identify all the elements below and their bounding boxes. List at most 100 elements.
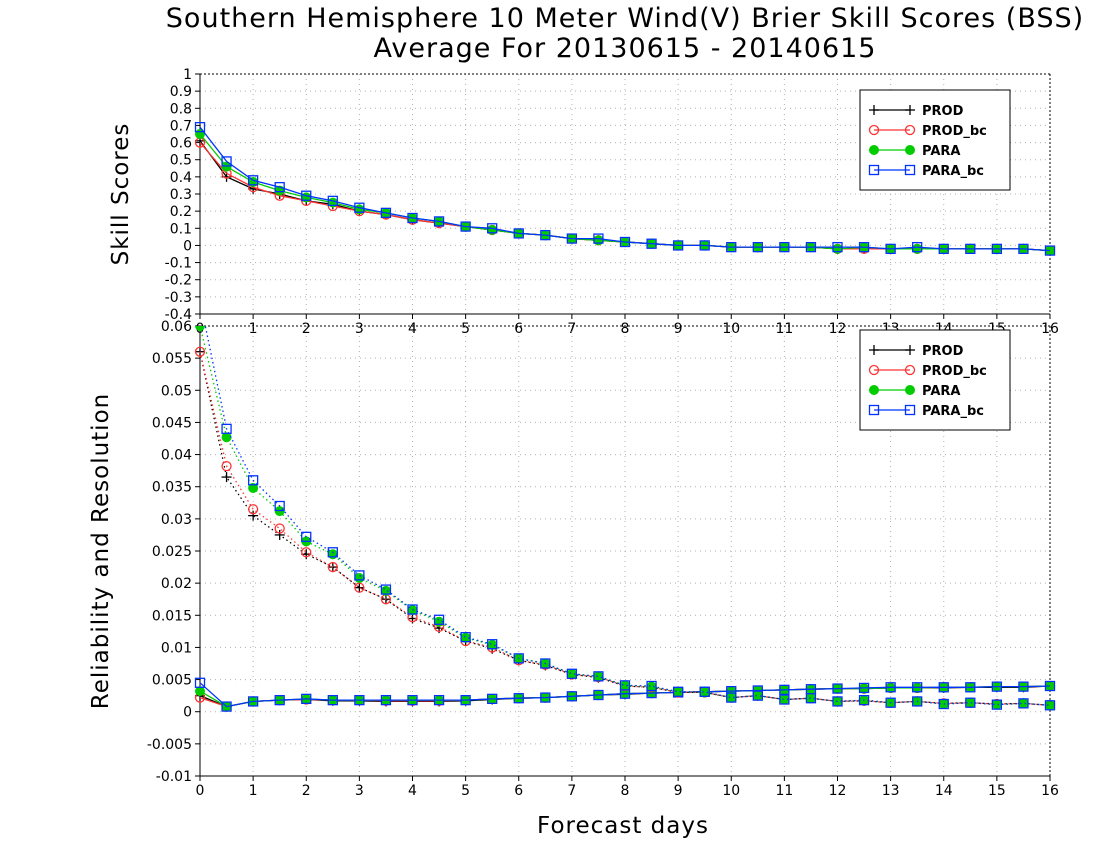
- data-point-circle: [194, 346, 206, 357]
- y-tick-label: 0.02: [161, 576, 192, 592]
- data-point-dot: [593, 671, 604, 682]
- y-tick-label: -0.1: [165, 256, 192, 272]
- legend: PROD PROD_bc PARA PARA_bc: [859, 89, 1011, 191]
- data-point-dot: [195, 326, 205, 331]
- data-point-square: [487, 693, 498, 705]
- data-point-dot: [195, 686, 205, 697]
- data-point-dot: [221, 432, 232, 443]
- data-point-square: [752, 690, 763, 701]
- data-point-square: [646, 238, 657, 249]
- x-tick-label: 12: [829, 321, 847, 337]
- data-point-square: [593, 233, 604, 244]
- x-tick-label: 0: [196, 783, 205, 799]
- legend-box: [859, 329, 1011, 431]
- data-point-square: [832, 241, 843, 253]
- x-tick-label: 4: [408, 783, 417, 799]
- data-point-square: [380, 584, 392, 595]
- y-tick-label: 1: [183, 67, 192, 83]
- data-point-square: [858, 694, 870, 706]
- data-point-square: [301, 531, 312, 543]
- data-point-square: [1018, 243, 1029, 255]
- data-point-dot: [905, 385, 915, 395]
- data-point-square: [407, 694, 418, 706]
- series-layer: [194, 326, 1056, 712]
- x-tick-label: 7: [567, 321, 576, 337]
- data-point-square: [327, 694, 338, 706]
- data-point-square: [274, 694, 285, 706]
- y-tick-label: 0.05: [161, 383, 192, 399]
- data-point-square: [540, 229, 551, 241]
- data-point-square: [460, 694, 471, 706]
- data-point-circle: [301, 547, 312, 558]
- data-point-square: [885, 697, 896, 708]
- data-point-square: [566, 691, 578, 702]
- data-point-square: [646, 680, 657, 692]
- legend: PROD PROD_bc PARA PARA_bc: [859, 329, 1011, 431]
- data-point-square: [858, 682, 870, 694]
- data-point-square: [1018, 681, 1029, 692]
- y-tick-label: 0.1: [170, 221, 192, 237]
- y-tick-label: 0.8: [170, 101, 192, 117]
- y-tick-label: 0.2: [170, 204, 192, 220]
- data-point-square: [301, 190, 312, 201]
- y-tick-label: 0.055: [152, 351, 192, 367]
- data-point-square: [965, 697, 976, 708]
- series-line: [199, 682, 1051, 708]
- data-point-square: [752, 241, 763, 253]
- legend-entry-prod-bc: PROD_bc: [868, 124, 987, 139]
- data-point-square: [779, 694, 790, 705]
- data-point-square: [832, 696, 843, 707]
- x-tick-label: 15: [988, 783, 1006, 799]
- y-tick-label: -0.4: [165, 307, 192, 323]
- legend-label: PROD: [922, 104, 964, 119]
- y-tick-label: 0.4: [170, 170, 192, 186]
- data-point-circle: [354, 582, 365, 593]
- data-point-square: [1044, 245, 1056, 256]
- chart-title-line1: Southern Hemisphere 10 Meter Wind(V) Bri…: [165, 3, 1085, 34]
- data-point-circle: [868, 364, 880, 376]
- data-point-square: [991, 681, 1003, 692]
- data-point-square: [858, 241, 870, 253]
- x-tick-label: 12: [829, 783, 847, 799]
- data-point-square: [699, 686, 710, 697]
- y-tick-label: 0.7: [170, 118, 192, 134]
- data-point-circle: [904, 364, 916, 376]
- data-point-square: [433, 694, 445, 706]
- legend-label: PARA: [922, 144, 960, 159]
- legend-box: [859, 89, 1011, 191]
- data-point-dot: [1045, 700, 1055, 711]
- data-point-circle: [221, 460, 232, 472]
- data-point-square: [513, 693, 524, 704]
- y-tick-label: 0.025: [152, 544, 192, 560]
- data-point-square: [672, 686, 684, 697]
- y-tick-label: 0.015: [152, 608, 192, 624]
- data-point-dot: [905, 145, 915, 155]
- legend-entry-para-bc: PARA_bc: [868, 404, 984, 419]
- x-tick-label: 5: [461, 321, 470, 337]
- y-tick-label: 0.5: [170, 153, 192, 169]
- x-tick-label: 11: [775, 783, 793, 799]
- x-tick-label: 4: [408, 321, 417, 337]
- data-point-square: [301, 693, 312, 705]
- data-point-dot: [248, 483, 259, 493]
- data-point-square: [619, 236, 631, 248]
- data-point-plus: [905, 105, 915, 115]
- x-tick-label: 2: [302, 783, 311, 799]
- x-tick-label: 6: [514, 783, 523, 799]
- series-line: [204, 326, 1051, 706]
- y-tick-label: 0.9: [170, 84, 192, 100]
- y-tick-label: 0: [183, 238, 192, 254]
- x-tick-label: 14: [935, 783, 953, 799]
- data-point-square: [726, 692, 737, 703]
- x-tick-label: 9: [674, 321, 683, 337]
- data-point-square: [904, 404, 916, 416]
- y-tick-label: -0.2: [165, 273, 192, 289]
- legend-entry-prod: PROD: [869, 344, 964, 359]
- data-point-dot: [673, 686, 684, 697]
- x-tick-label: 7: [567, 783, 576, 799]
- y-axis-label: Skill Scores: [108, 123, 134, 266]
- data-point-square: [540, 658, 551, 669]
- data-point-square: [513, 228, 524, 239]
- data-point-plus: [869, 345, 879, 355]
- series-para-bc: [194, 121, 1056, 256]
